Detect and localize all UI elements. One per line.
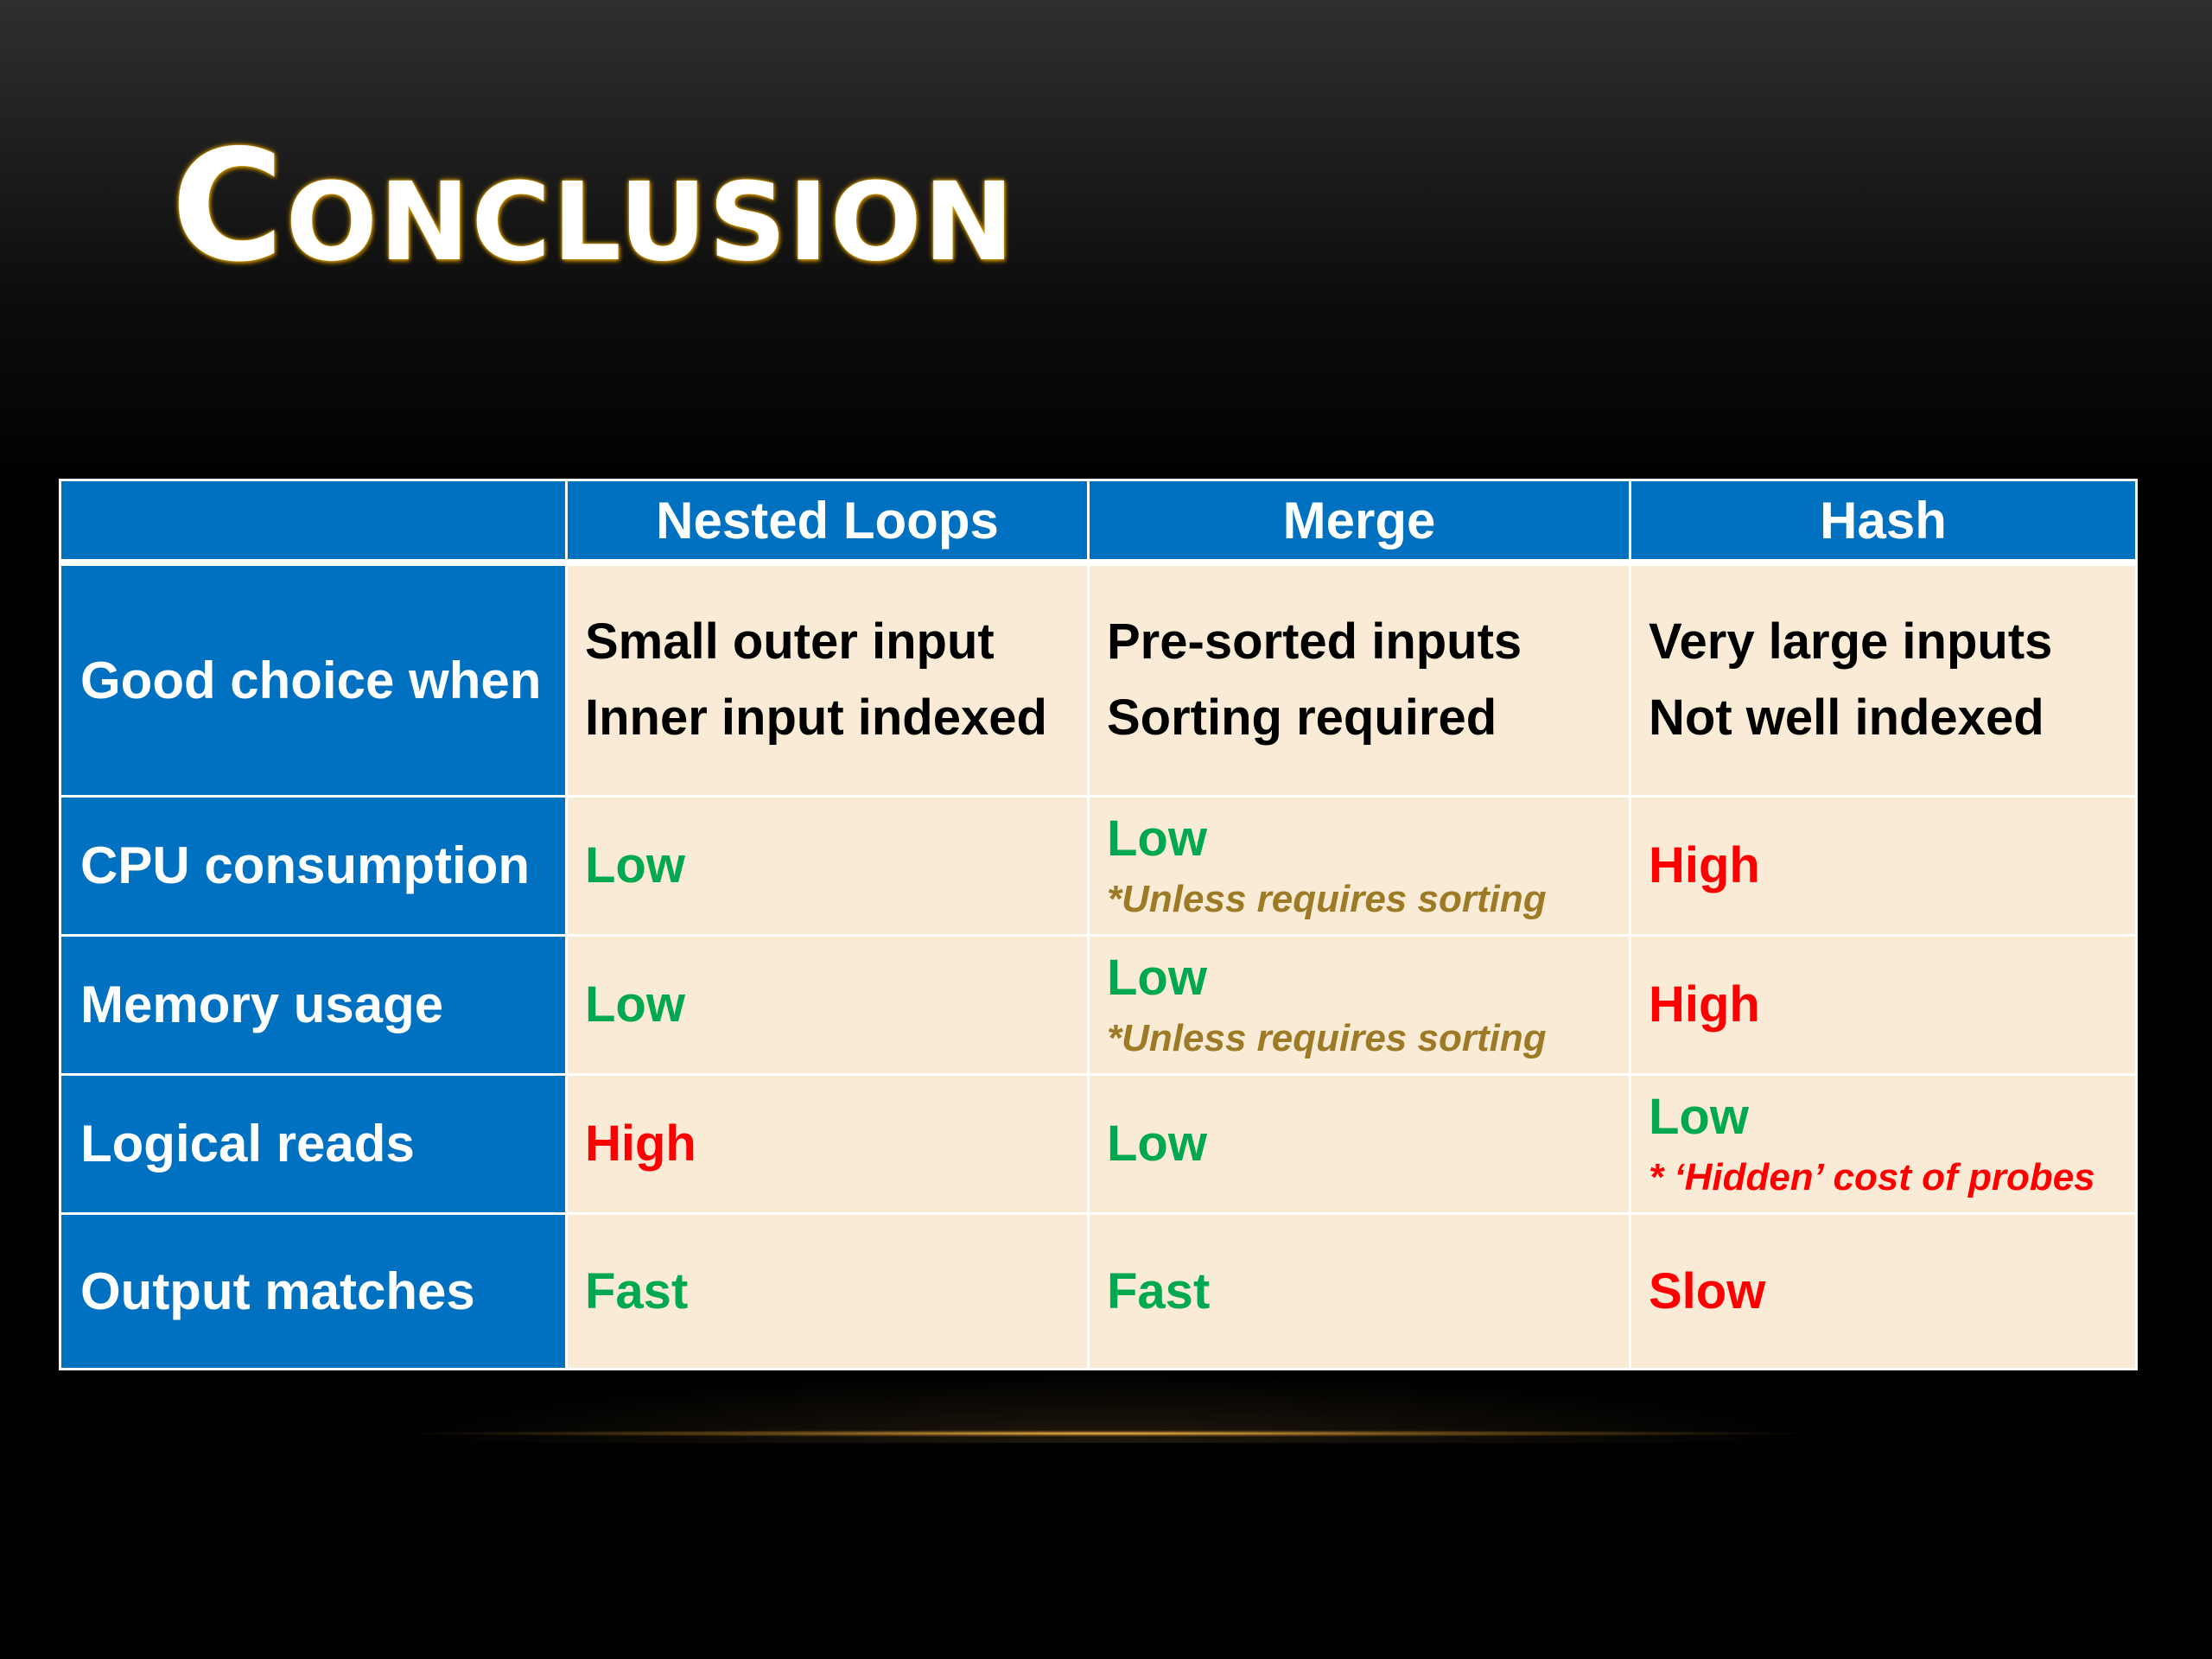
header-nested-loops: Nested Loops xyxy=(565,479,1090,566)
cell-value: Slow xyxy=(1649,1262,1766,1319)
slide-title: Conclusion xyxy=(171,117,1016,296)
cell-line: Small outer input xyxy=(585,613,995,671)
cell-value: Low xyxy=(1649,1089,1749,1145)
cell-hash-memory: High xyxy=(1629,933,2138,1076)
cell-value: Low xyxy=(585,837,685,893)
cell-nested-loops-good-choice: Small outer input Inner input indexed xyxy=(565,561,1090,798)
cell-merge-output: Fast xyxy=(1087,1211,1631,1370)
cell-footnote: *Unless requires sorting xyxy=(1107,878,1547,920)
cell-hash-output: Slow xyxy=(1629,1211,2138,1370)
cell-line: Sorting required xyxy=(1107,690,1497,747)
cell-value: High xyxy=(1649,837,1760,893)
header-hash: Hash xyxy=(1629,479,2138,566)
join-comparison-table: Nested Loops Merge Hash Good choice when… xyxy=(59,479,2138,1370)
cell-line: Very large inputs xyxy=(1649,613,2053,671)
cell-nested-loops-output: Fast xyxy=(565,1211,1090,1370)
cell-value: Low xyxy=(1107,1116,1207,1172)
cell-line: Inner input indexed xyxy=(585,690,1047,747)
row-label-output-matches: Output matches xyxy=(59,1211,568,1370)
cell-value: High xyxy=(585,1116,696,1172)
row-label-logical-reads: Logical reads xyxy=(59,1072,568,1215)
cell-value: Low xyxy=(585,976,685,1033)
cell-value: Low xyxy=(1107,810,1207,867)
header-corner xyxy=(59,479,568,566)
cell-footnote: *Unless requires sorting xyxy=(1107,1017,1547,1059)
cell-hash-cpu: High xyxy=(1629,794,2138,937)
cell-footnote: * ‘Hidden’ cost of probes xyxy=(1649,1156,2095,1198)
row-label-good-choice: Good choice when xyxy=(59,561,568,798)
table-row-logical-reads: Logical reads High Low Low * ‘Hidden’ co… xyxy=(59,1072,2138,1215)
cell-value: Fast xyxy=(585,1262,689,1319)
cell-nested-loops-logical-reads: High xyxy=(565,1072,1090,1215)
cell-value: Low xyxy=(1107,950,1207,1006)
cell-value: High xyxy=(1649,976,1760,1033)
row-label-memory: Memory usage xyxy=(59,933,568,1076)
cell-line: Not well indexed xyxy=(1649,690,2044,747)
cell-merge-good-choice: Pre-sorted inputs Sorting required xyxy=(1087,561,1631,798)
row-label-cpu: CPU consumption xyxy=(59,794,568,937)
cell-nested-loops-cpu: Low xyxy=(565,794,1090,937)
table-row-good-choice: Good choice when Small outer input Inner… xyxy=(59,561,2138,798)
cell-merge-cpu: Low *Unless requires sorting xyxy=(1087,794,1631,937)
table-row-memory: Memory usage Low Low *Unless requires so… xyxy=(59,933,2138,1076)
cell-hash-logical-reads: Low * ‘Hidden’ cost of probes xyxy=(1629,1072,2138,1215)
horizon-glow-line xyxy=(406,1430,1806,1437)
cell-value: Fast xyxy=(1107,1262,1211,1319)
table-row-cpu: CPU consumption Low Low *Unless requires… xyxy=(59,794,2138,937)
cell-nested-loops-memory: Low xyxy=(565,933,1090,1076)
table-header-row: Nested Loops Merge Hash xyxy=(59,479,2138,566)
cell-hash-good-choice: Very large inputs Not well indexed xyxy=(1629,561,2138,798)
table-row-output-matches: Output matches Fast Fast Slow xyxy=(59,1211,2138,1370)
cell-merge-memory: Low *Unless requires sorting xyxy=(1087,933,1631,1076)
header-merge: Merge xyxy=(1087,479,1631,566)
cell-line: Pre-sorted inputs xyxy=(1107,613,1522,671)
cell-merge-logical-reads: Low xyxy=(1087,1072,1631,1215)
